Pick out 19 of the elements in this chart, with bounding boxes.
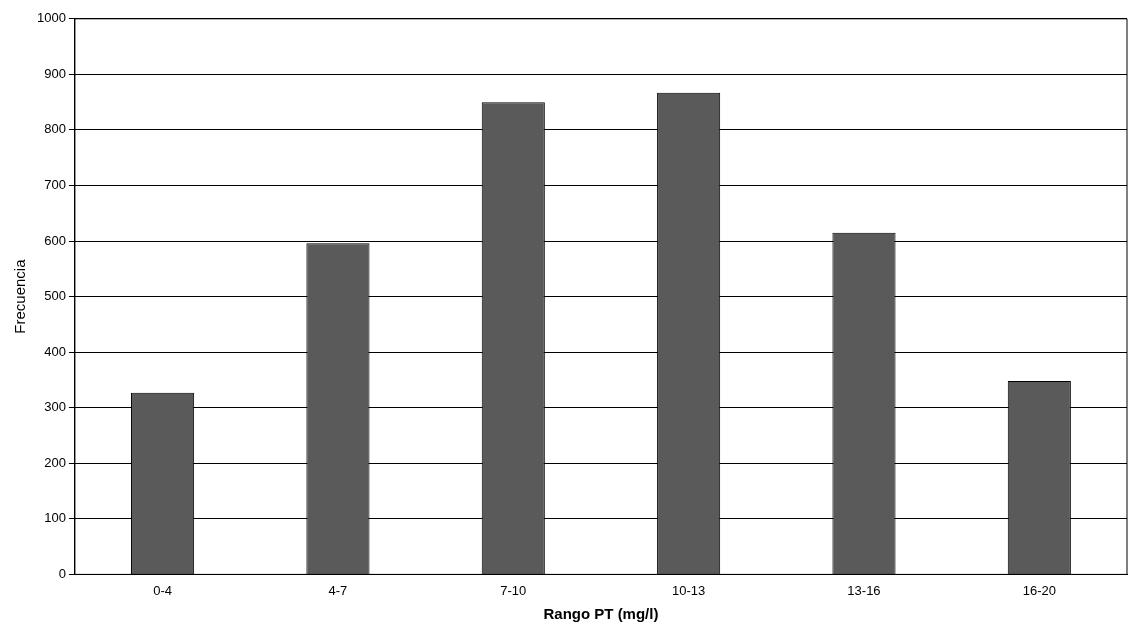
y-tick-label: 400 — [44, 343, 66, 359]
y-tick-label: 0 — [58, 565, 66, 581]
x-tick-label: 7-10 — [500, 582, 527, 598]
y-tick-label: 800 — [44, 121, 66, 137]
x-tick-label: 0-4 — [153, 582, 172, 598]
y-tick-label: 600 — [44, 232, 66, 248]
y-tick-label: 300 — [44, 399, 66, 415]
x-tick-label: 16-20 — [1022, 582, 1056, 598]
y-tick-label: 100 — [44, 510, 66, 526]
x-tick-label: 10-13 — [672, 582, 706, 598]
y-tick-label: 700 — [44, 177, 66, 193]
x-axis-title: Rango PT (mg/l) — [543, 605, 659, 623]
x-tick-label: 13-16 — [847, 582, 881, 598]
y-tick-label: 200 — [44, 454, 66, 470]
y-tick-label: 900 — [44, 65, 66, 81]
y-tick-label: 1000 — [37, 10, 66, 26]
y-tick-label: 500 — [44, 288, 66, 304]
y-axis-title: Frecuencia — [11, 258, 29, 334]
x-tick-label: 4-7 — [328, 582, 348, 598]
